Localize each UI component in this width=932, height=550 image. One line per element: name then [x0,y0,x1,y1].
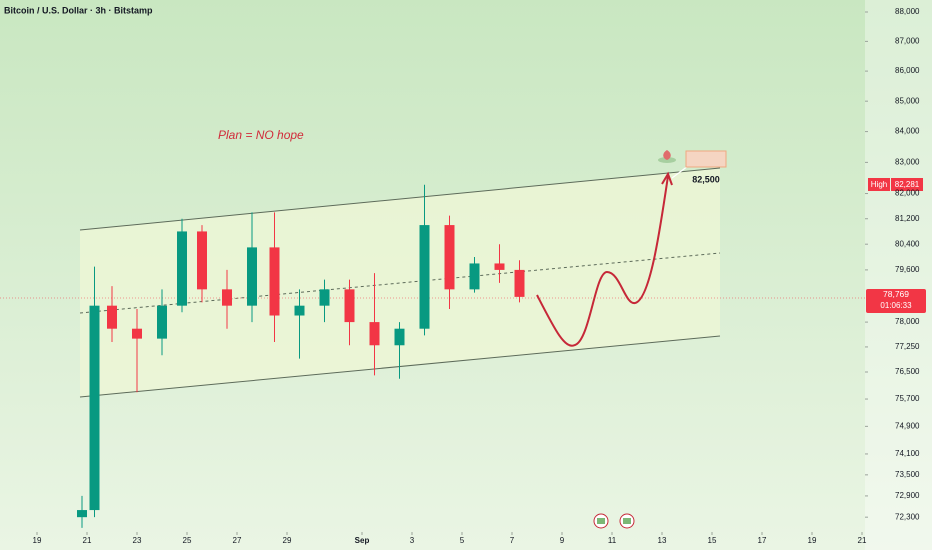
y-tick-label: 84,000 [895,127,920,136]
last-price-box [866,289,926,313]
x-tick-label: 11 [608,536,617,545]
candle-body [469,263,480,290]
x-tick-label: 7 [510,536,515,545]
y-tick-label: 81,200 [895,214,920,223]
y-tick-label: 75,700 [895,394,920,403]
calendar-icons [593,513,635,529]
x-tick-label: 21 [858,536,867,545]
y-tick-label: 72,900 [895,491,920,500]
candle-body [247,247,257,306]
y-tick-label: 78,000 [895,317,920,326]
candle-body [77,510,87,518]
last-price-label: 78,769 [883,289,909,299]
projection-path [536,175,669,347]
x-tick-label: 27 [233,536,242,545]
candle-body [369,322,380,346]
y-tick-label: 87,000 [895,36,920,45]
y-tick-label: 83,000 [895,157,920,166]
x-tick-label: 5 [460,536,465,545]
x-tick-label: 17 [758,536,767,545]
x-tick-label: 29 [283,536,292,545]
y-tick-label: 76,500 [895,367,920,376]
candle-body [157,305,167,339]
price-axis-panel [865,0,932,550]
x-tick-label: 21 [83,536,92,545]
candle-body [394,328,405,346]
y-tick-label: 77,250 [895,342,920,351]
y-tick-label: 79,600 [895,265,920,274]
y-tick-label: 82,000 [895,189,920,198]
target-connector [671,165,689,179]
y-tick-label: 86,000 [895,66,920,75]
candle-body [514,269,525,297]
chart-title: Bitcoin / U.S. Dollar · 3h · Bitstamp [4,5,153,15]
candle-body [197,231,207,290]
y-tick-label: 80,400 [895,239,920,248]
projection-arrow [661,171,673,186]
x-tick-label: 23 [133,536,142,545]
candle-body [444,225,455,290]
candle-body [319,289,330,306]
y-tick-label: 72,300 [895,512,920,521]
high-value: 82,281 [895,180,920,189]
x-tick-label: 25 [183,536,192,545]
x-tick-label: 19 [33,536,42,545]
y-tick-label: 74,100 [895,449,920,458]
channel-mid [79,252,721,314]
candle-body [344,289,355,323]
candle-body [177,231,187,306]
x-tick-label: 3 [410,536,415,545]
annotation: Plan = NO hope [218,128,304,142]
candle-body [222,289,232,306]
target-box [685,150,727,168]
countdown-label: 01:06:33 [880,301,912,310]
candle-body [294,305,305,316]
target-label: 82,500 [692,174,720,184]
x-tick-label: 19 [808,536,817,545]
candle-body [107,305,117,329]
high-value-box [891,178,923,191]
y-tick-label: 85,000 [895,96,920,105]
high-label: High [871,180,887,189]
channel-fill [80,168,720,397]
candle-body [419,225,430,329]
high-label-box [868,178,890,191]
y-tick-label: 88,000 [895,7,920,16]
x-tick-label: 15 [708,536,717,545]
candle-body [494,263,505,270]
x-tick-label: 9 [560,536,565,545]
y-tick-label: 74,900 [895,421,920,430]
candle-body [132,328,142,339]
candle-body [269,247,280,316]
target-icon [658,150,676,163]
x-tick-label: 13 [658,536,667,545]
y-tick-label: 73,500 [895,470,920,479]
candle-body [89,305,100,511]
x-tick-label: Sep [355,536,370,545]
channel-upper [79,167,721,231]
